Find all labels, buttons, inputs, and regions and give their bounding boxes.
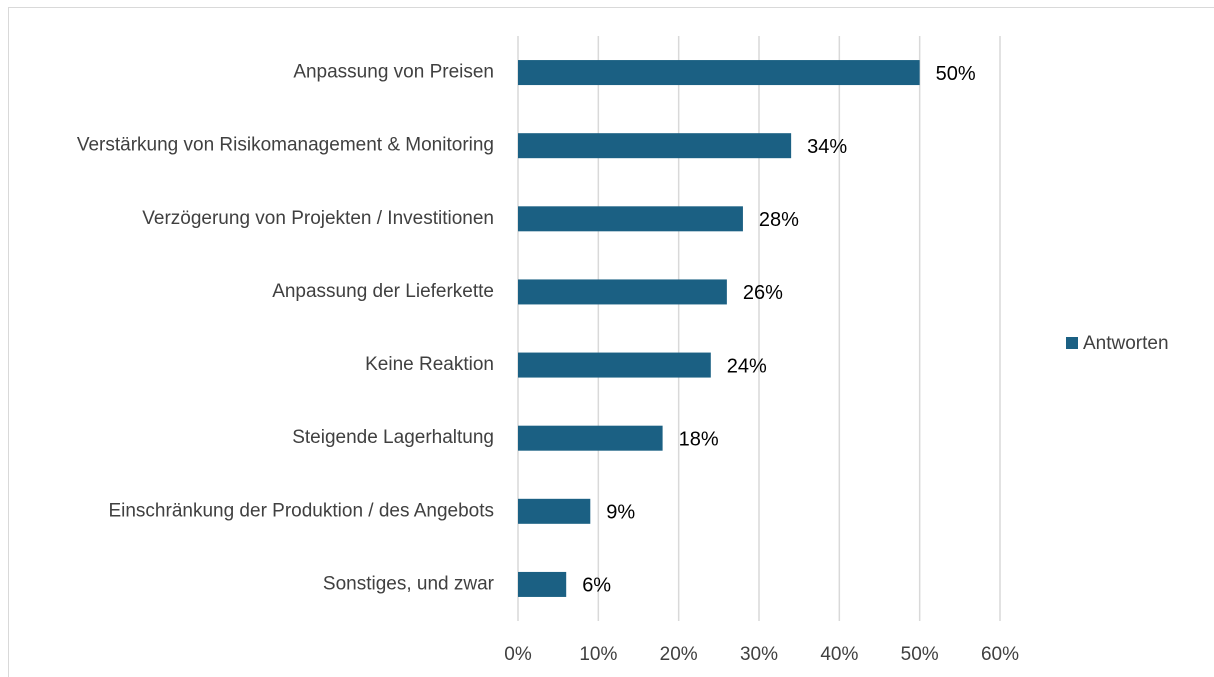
y-tick-label: Anpassung von Preisen [293,62,494,83]
x-tick-label: 60% [981,644,1019,665]
y-tick-label: Anpassung der Lieferkette [272,281,494,302]
data-label: 9% [606,502,635,524]
x-tick-label: 50% [901,644,939,665]
legend-label: Antworten [1083,333,1169,354]
data-label: 24% [727,355,767,377]
x-tick-label: 30% [740,644,778,665]
data-label: 18% [679,428,719,450]
bar [518,60,920,86]
y-tick-label: Verzögerung von Projekten / Investitione… [142,208,494,229]
y-tick-label: Einschränkung der Produktion / des Angeb… [108,500,494,521]
y-tick-label: Sonstiges, und zwar [323,573,495,594]
y-tick-label: Keine Reaktion [365,354,494,375]
x-tick-label: 20% [660,644,698,665]
bar [518,498,591,524]
x-tick-label: 0% [504,644,532,665]
data-label: 26% [743,282,783,304]
bar [518,571,567,597]
y-tick-label: Verstärkung von Risikomanagement & Monit… [77,135,494,156]
bar [518,352,711,378]
x-tick-label: 40% [820,644,858,665]
data-label: 28% [759,209,799,231]
data-label: 34% [807,136,847,158]
bar [518,133,792,159]
legend-swatch [1066,337,1078,349]
y-tick-label: Steigende Lagerhaltung [292,427,494,448]
bar [518,206,743,232]
data-label: 50% [936,63,976,85]
bar [518,279,727,305]
chart-border [8,7,1214,677]
bar [518,425,663,451]
data-label: 6% [582,575,611,597]
x-tick-label: 10% [579,644,617,665]
